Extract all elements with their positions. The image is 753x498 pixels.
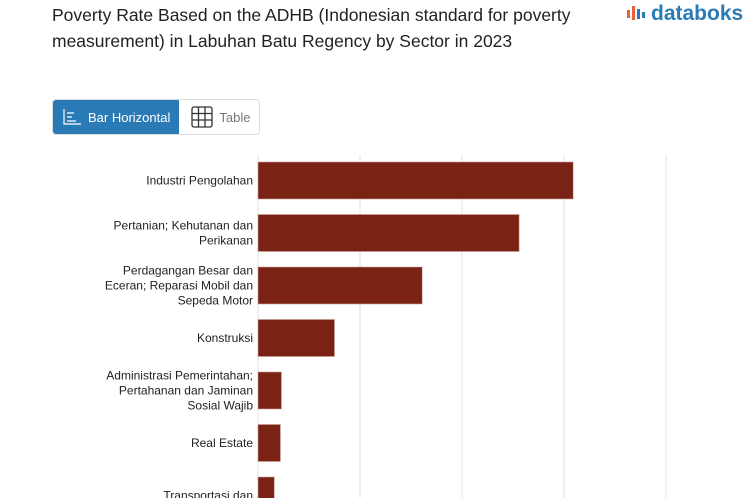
- category-label: Eceran; Reparasi Mobil dan: [105, 279, 253, 293]
- bar: [257, 214, 520, 252]
- logo-mark-icon: [627, 6, 645, 20]
- logo-text: databoks: [651, 2, 744, 25]
- bar: [257, 161, 574, 200]
- table-button[interactable]: Table: [179, 100, 259, 134]
- databoks-logo: databoks: [626, 2, 743, 26]
- category-label: Konstruksi: [197, 331, 253, 345]
- bar: [257, 371, 282, 410]
- bar-horizontal-icon: [63, 109, 81, 125]
- category-label: Administrasi Pemerintahan;: [106, 369, 253, 383]
- chart-title: Poverty Rate Based on the ADHB (Indonesi…: [52, 5, 571, 51]
- bar: [257, 266, 423, 305]
- table-grid-icon: [191, 106, 214, 128]
- category-label: Transportasi dan: [163, 489, 253, 498]
- view-toggle: Bar Horizontal Table: [52, 99, 261, 135]
- category-label: Industri Pengolahan: [146, 174, 253, 188]
- category-label: Pertanian; Kehutanan dan: [114, 219, 253, 233]
- bar-horizontal-label: Bar Horizontal: [88, 109, 171, 125]
- bar: [257, 476, 275, 498]
- bar-horizontal-button[interactable]: Bar Horizontal: [53, 100, 180, 134]
- category-label: Sosial Wajib: [187, 399, 253, 413]
- category-label: Sepeda Motor: [178, 294, 253, 308]
- category-label: Perikanan: [199, 234, 253, 248]
- bar: [257, 424, 281, 462]
- category-label: Real Estate: [191, 436, 253, 450]
- bar: [257, 319, 335, 357]
- bar-chart: Industri Pengolahan Pertanian; Kehutanan …: [105, 155, 667, 498]
- category-label: Perdagangan Besar dan: [123, 264, 253, 278]
- table-label: Table: [219, 109, 251, 125]
- category-label: Pertahanan dan Jaminan: [119, 384, 253, 398]
